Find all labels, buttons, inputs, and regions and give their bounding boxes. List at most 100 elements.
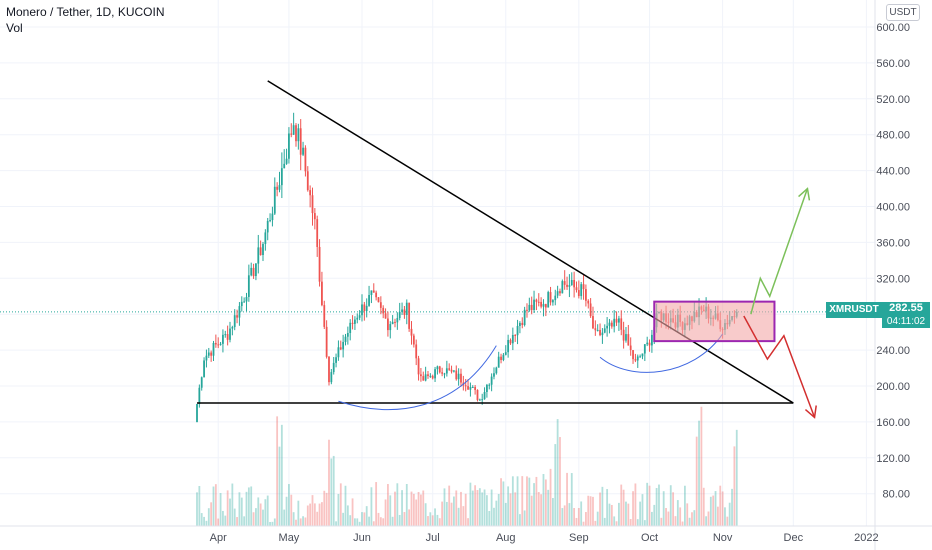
candle-body xyxy=(453,370,455,372)
volume-bar xyxy=(245,491,248,526)
price-tick-label: 400.00 xyxy=(876,202,910,214)
volume-bar xyxy=(610,504,613,526)
candle-body xyxy=(566,284,568,287)
candle-body xyxy=(615,318,618,323)
volume-bar xyxy=(733,446,736,526)
candle-body xyxy=(313,213,316,220)
candle-body xyxy=(396,318,399,323)
volume-bars xyxy=(196,406,738,526)
candle-body xyxy=(217,344,220,346)
time-axis-labels[interactable]: Apr May Jun Jul Aug Sep Oct Nov Dec 2022 xyxy=(210,532,879,544)
volume-bar xyxy=(448,485,451,526)
candle-body xyxy=(344,336,347,342)
volume-bar xyxy=(462,506,465,526)
volume-bar xyxy=(384,499,387,526)
volume-bar xyxy=(226,490,229,526)
candle-body xyxy=(575,287,578,291)
candle-body xyxy=(398,311,401,319)
volume-bar xyxy=(693,510,696,526)
volume-bar xyxy=(431,515,434,526)
candle-body xyxy=(285,158,288,164)
volume-bar xyxy=(361,512,363,526)
candle-body xyxy=(460,373,462,383)
volume-bar xyxy=(363,512,366,526)
price-axis-labels[interactable]: 600.00 560.00 520.00 480.00 440.00 400.00 360.… xyxy=(876,22,910,501)
volume-bar xyxy=(608,503,611,526)
consolidation-box xyxy=(653,300,776,343)
price-tick-label: 320.00 xyxy=(876,273,910,285)
time-tick-label: Nov xyxy=(713,532,733,544)
candle-body xyxy=(450,369,453,372)
volume-bar xyxy=(311,495,314,526)
volume-bar xyxy=(523,510,526,526)
candle-body xyxy=(311,195,314,214)
candle-body xyxy=(521,322,524,325)
volume-bar xyxy=(313,503,316,526)
price-tick-label: 520.00 xyxy=(876,94,910,106)
candle-body xyxy=(375,292,378,298)
volume-bar xyxy=(495,500,498,526)
candle-body xyxy=(429,375,432,377)
volume-bar xyxy=(224,515,227,526)
volume-bar xyxy=(453,496,455,526)
time-tick-label: Jun xyxy=(353,532,371,544)
volume-bar xyxy=(554,444,557,526)
candle-body xyxy=(516,325,519,336)
candle-body xyxy=(401,309,403,312)
candle-body xyxy=(207,352,210,356)
chart-title[interactable]: Monero / Tether, 1D, KUCOIN xyxy=(6,5,165,19)
candle-body xyxy=(493,373,495,377)
volume-bar xyxy=(412,493,415,526)
candle-body xyxy=(625,334,627,341)
currency-unit-button[interactable]: USDT xyxy=(886,4,920,21)
candle-body xyxy=(236,315,238,318)
last-price-value: 282.55 xyxy=(882,302,930,315)
candle-body xyxy=(582,284,585,290)
volume-bar xyxy=(547,489,550,526)
candle-body xyxy=(391,321,394,325)
bearish-arrow xyxy=(743,315,816,418)
candle-body xyxy=(573,279,576,288)
candle-body xyxy=(309,190,312,196)
volume-indicator-label[interactable]: Vol xyxy=(6,21,23,35)
volume-bar xyxy=(705,516,708,526)
price-tick-label: 480.00 xyxy=(876,130,910,142)
candle-body xyxy=(549,292,552,303)
volume-bar xyxy=(521,476,524,526)
price-tick-label: 120.00 xyxy=(876,453,910,465)
volume-bar xyxy=(238,492,241,526)
candle-body xyxy=(547,292,550,308)
candle-body xyxy=(205,355,208,361)
volume-bar xyxy=(726,516,729,526)
time-tick-label: Apr xyxy=(210,532,227,544)
volume-bar xyxy=(252,512,255,526)
volume-bar xyxy=(288,484,290,526)
price-tick-label: 80.00 xyxy=(882,489,910,501)
bar-countdown: 04:11:02 xyxy=(882,315,930,328)
candle-body xyxy=(495,367,498,374)
volume-bar xyxy=(401,490,403,526)
candle-body xyxy=(222,334,224,344)
volume-bar xyxy=(285,496,288,526)
small-arc xyxy=(599,333,724,373)
volume-bar xyxy=(356,518,359,526)
volume-bar xyxy=(198,485,201,526)
candle-body xyxy=(408,302,411,329)
candle-body xyxy=(500,356,502,360)
candle-body xyxy=(198,387,201,405)
volume-bar xyxy=(210,502,213,526)
volume-bar xyxy=(233,508,236,526)
candle-body xyxy=(561,281,564,294)
volume-bar xyxy=(719,485,722,526)
price-tick-label: 440.00 xyxy=(876,166,910,178)
candle-body xyxy=(457,373,460,380)
volume-bar xyxy=(625,501,627,526)
volume-bar xyxy=(712,495,715,526)
volume-bar xyxy=(589,496,592,526)
candle-body xyxy=(422,376,425,381)
candle-body xyxy=(382,307,385,314)
candle-body xyxy=(434,369,436,379)
volume-bar xyxy=(455,490,458,526)
bullish-arrow xyxy=(750,188,809,315)
